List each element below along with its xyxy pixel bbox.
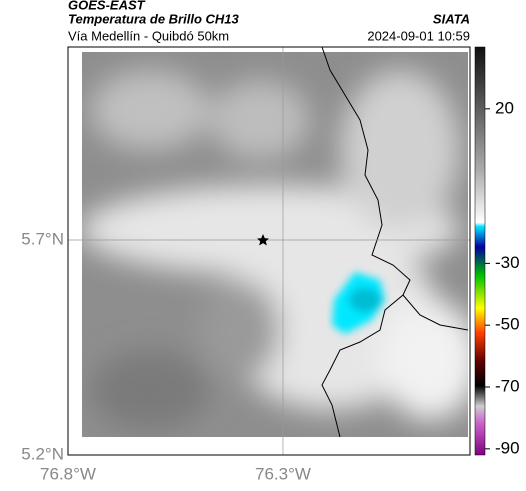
borders xyxy=(321,46,469,438)
x-tick-label: 76.3°W xyxy=(255,464,311,483)
map-frame xyxy=(67,46,471,456)
location-marker xyxy=(257,234,269,246)
subtitle: Vía Medellín - Quibdó 50km xyxy=(68,28,229,43)
title: Temperatura de Brillo CH13 xyxy=(68,11,240,26)
colorbar-tick-label: 20 xyxy=(495,98,514,117)
colorbar-tick-label: -50 xyxy=(495,315,520,334)
y-tick-label: 5.7°N xyxy=(21,230,64,249)
colorbar-tick-label: -90 xyxy=(495,438,520,457)
source: GOES-EAST xyxy=(68,0,146,12)
brand: SIATA xyxy=(433,11,470,26)
x-tick-label: 76.8°W xyxy=(40,464,96,483)
datetime: 2024-09-01 10:59 xyxy=(367,28,470,43)
imagery xyxy=(82,52,468,437)
y-tick-label: 5.2°N xyxy=(21,444,64,463)
colorbar-tick-label: -30 xyxy=(495,253,520,272)
colorbar-tick-label: -70 xyxy=(495,376,520,395)
colorbar xyxy=(474,46,486,456)
